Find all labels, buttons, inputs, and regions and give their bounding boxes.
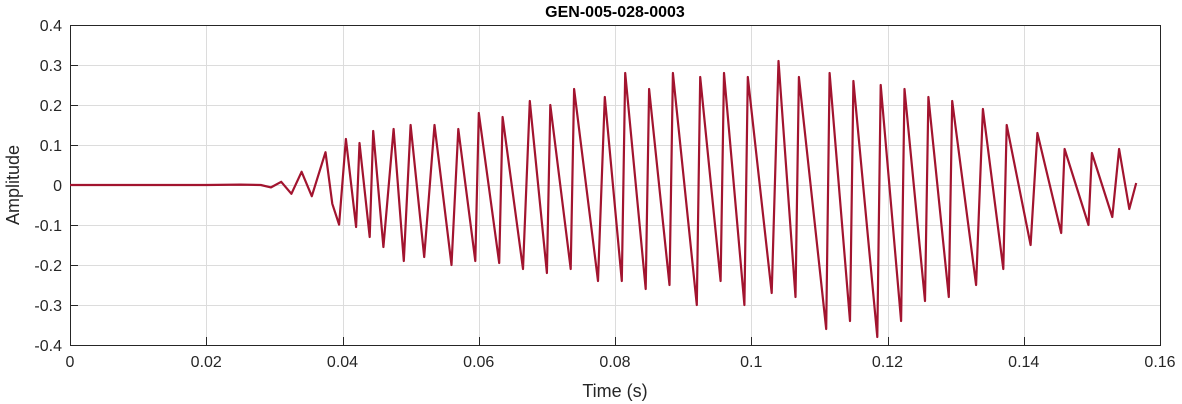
x-tick-label: 0.1: [740, 354, 762, 371]
y-tick-label: 0: [53, 178, 62, 195]
x-axis-label: Time (s): [582, 381, 647, 401]
x-tick-label: 0.12: [872, 354, 903, 371]
series-line-amplitude: [70, 59, 1138, 339]
y-tick-label: -0.2: [34, 258, 62, 275]
y-tick-label: 0.3: [40, 58, 62, 75]
x-tick-label: 0.04: [327, 354, 358, 371]
y-tick-label: 0.1: [40, 138, 62, 155]
x-tick-label: 0.14: [1008, 354, 1039, 371]
y-axis-label: Amplitude: [3, 145, 23, 225]
y-tick-label: 0.4: [40, 18, 62, 35]
x-tick-label: 0: [66, 354, 75, 371]
x-tick-label: 0.06: [463, 354, 494, 371]
x-tick-label: 0.08: [599, 354, 630, 371]
x-tick-label: 0.16: [1144, 354, 1175, 371]
y-tick-label: -0.1: [34, 218, 62, 235]
y-tick-label: -0.4: [34, 338, 62, 355]
y-tick-label: 0.2: [40, 98, 62, 115]
chart-title: GEN-005-028-0003: [545, 4, 685, 21]
axis-ticks: 0 0.02 0.04 0.06 0.08 0.1 0.12 0.14 0.16 0.4 0.3 0.…: [34, 18, 1175, 371]
x-tick-label: 0.02: [191, 354, 222, 371]
y-tick-label: -0.3: [34, 298, 62, 315]
